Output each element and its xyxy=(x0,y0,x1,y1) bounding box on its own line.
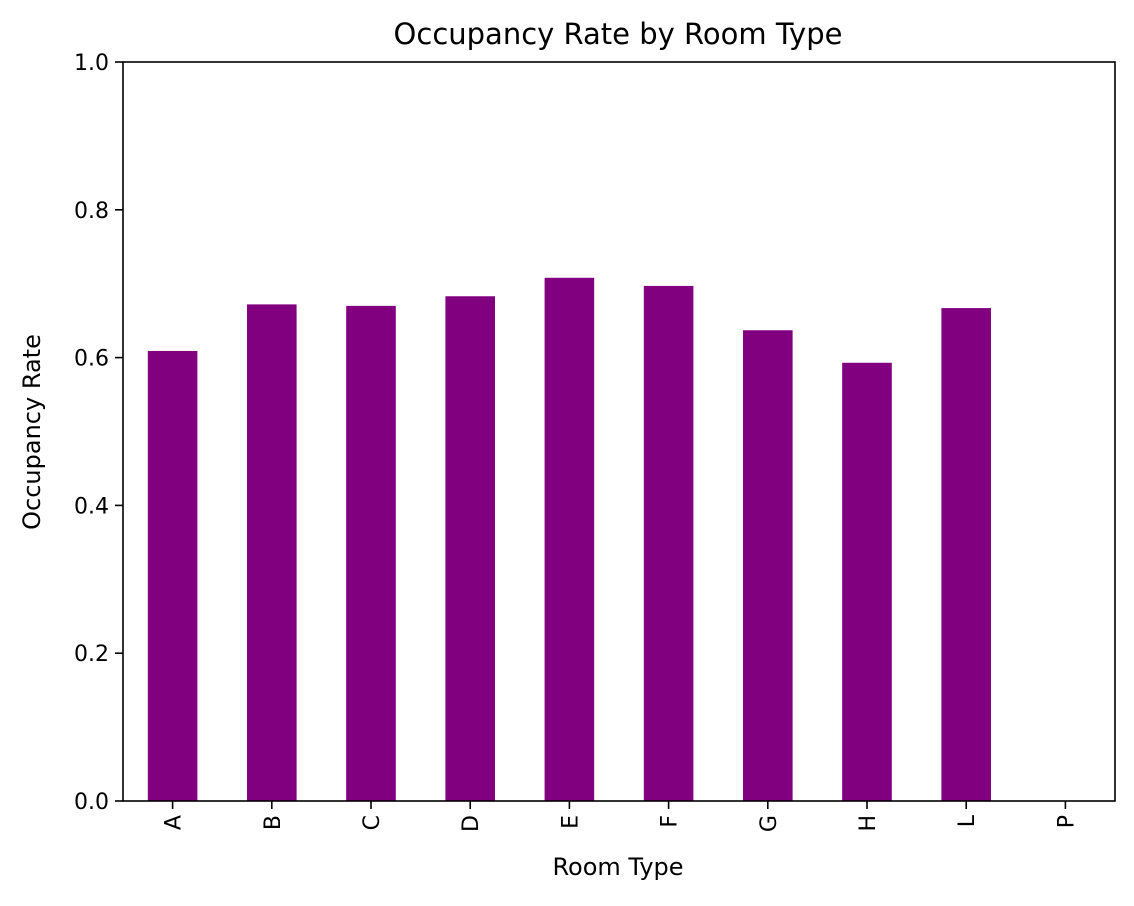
x-tick-label-f: F xyxy=(658,815,683,828)
x-tick-label-e: E xyxy=(558,815,583,829)
y-tick-label: 1.0 xyxy=(74,51,109,76)
bar-f xyxy=(643,285,694,801)
x-tick-label-p: P xyxy=(1054,815,1079,828)
y-axis-label: Occupancy Rate xyxy=(18,334,46,530)
x-tick-label-g: G xyxy=(757,815,782,832)
y-tick-label: 0.2 xyxy=(74,642,109,667)
x-tick-label-c: C xyxy=(360,815,385,830)
y-tick-label: 0.8 xyxy=(74,199,109,224)
x-tick-label-l: L xyxy=(955,814,980,827)
y-tick-label: 0.6 xyxy=(74,347,109,372)
bar-h xyxy=(842,362,892,801)
bar-l xyxy=(941,308,991,801)
x-tick-label-h: H xyxy=(856,815,881,832)
bar-b xyxy=(247,304,297,801)
chart-title: Occupancy Rate by Room Type xyxy=(394,17,843,51)
bar-a xyxy=(147,350,198,801)
x-axis-label: Room Type xyxy=(552,853,683,881)
x-tick-label-a: A xyxy=(162,815,187,830)
bar-c xyxy=(346,305,396,801)
bar-e xyxy=(544,277,595,802)
y-tick-label: 0.0 xyxy=(74,790,109,815)
x-tick-label-b: B xyxy=(261,815,286,830)
y-tick-label: 0.4 xyxy=(74,494,109,519)
plot-area: 0.0 0.2 0.4 0.6 0.8 1.0 A B C D E F G H L P xyxy=(74,51,1116,832)
bar-g xyxy=(743,330,793,801)
x-tick-label-d: D xyxy=(459,815,484,832)
bar-d xyxy=(445,296,495,801)
plot-frame xyxy=(122,61,1116,802)
